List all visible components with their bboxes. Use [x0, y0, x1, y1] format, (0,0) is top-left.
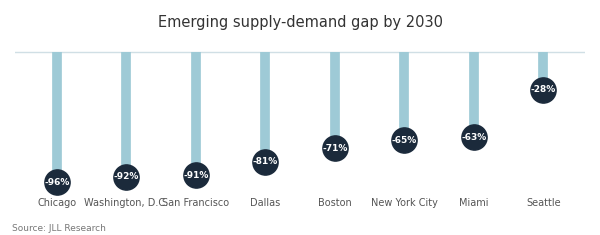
Text: -92%: -92% — [113, 172, 139, 181]
Text: Boston: Boston — [318, 199, 352, 208]
Point — [469, 135, 479, 139]
Title: Emerging supply-demand gap by 2030: Emerging supply-demand gap by 2030 — [157, 15, 443, 30]
Text: -96%: -96% — [44, 178, 70, 187]
Text: -91%: -91% — [183, 171, 208, 180]
Text: Seattle: Seattle — [526, 199, 560, 208]
Text: Washington, D.C.: Washington, D.C. — [84, 199, 168, 208]
Point — [260, 160, 270, 164]
Text: Source: JLL Research: Source: JLL Research — [12, 224, 106, 233]
Text: -63%: -63% — [461, 133, 487, 142]
Text: -28%: -28% — [530, 85, 556, 94]
Point — [400, 138, 409, 142]
Text: San Francisco: San Francisco — [162, 199, 229, 208]
Point — [330, 146, 340, 150]
Point — [52, 180, 62, 184]
Point — [121, 175, 131, 179]
Text: Miami: Miami — [459, 199, 488, 208]
Text: -71%: -71% — [322, 144, 347, 153]
Point — [538, 88, 548, 92]
Point — [191, 173, 200, 177]
Text: -65%: -65% — [392, 136, 417, 145]
Text: -81%: -81% — [253, 157, 278, 166]
Text: Dallas: Dallas — [250, 199, 280, 208]
Text: New York City: New York City — [371, 199, 438, 208]
Text: Chicago: Chicago — [37, 199, 76, 208]
